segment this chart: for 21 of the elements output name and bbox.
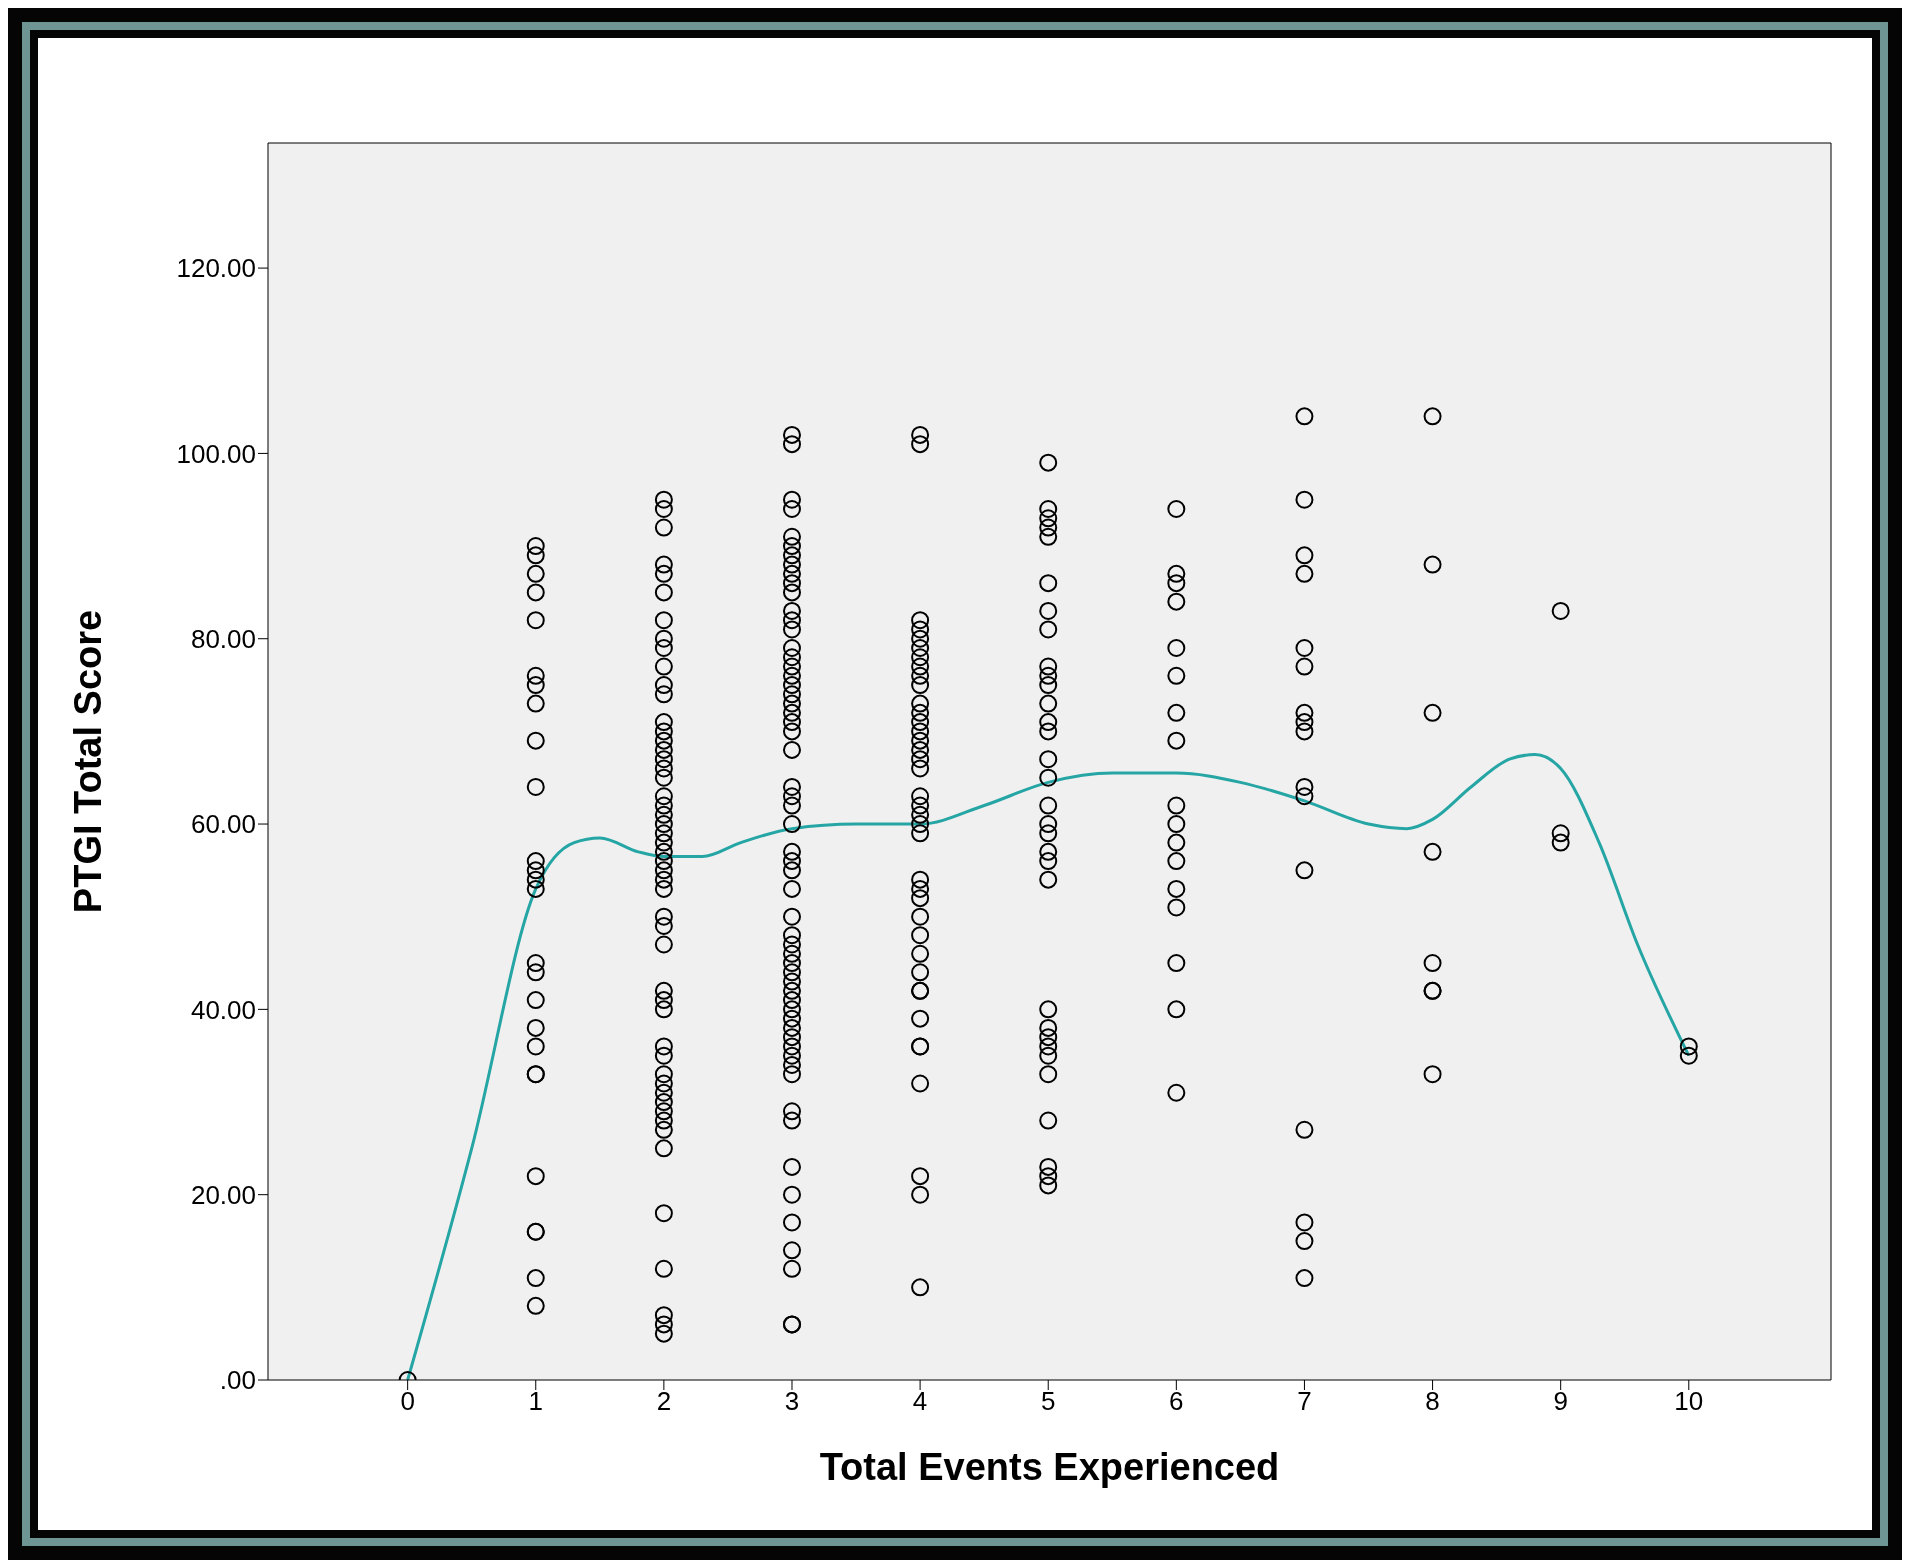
y-axis-title: PTGI Total Score: [67, 609, 110, 914]
x-tick-label: 3: [784, 1386, 800, 1417]
y-tick-label: 40.00: [190, 994, 256, 1025]
x-tick-label: 2: [656, 1386, 672, 1417]
x-tick-label: 6: [1169, 1386, 1184, 1417]
x-tick-label: 7: [1297, 1386, 1312, 1417]
x-tick-label: 10: [1674, 1386, 1704, 1417]
x-tick-label: 4: [912, 1386, 928, 1417]
y-tick-label: 80.00: [190, 623, 256, 654]
frame-border: 0 1 2 3 4 5 6 7 8 9 10 Total Events Experienced .00 20.00 40.00 60.00 80.00 100.00 120.00 PTGI Total Score: [22, 22, 1888, 1546]
x-tick-label: 5: [1040, 1386, 1056, 1417]
y-tick-label: 100.00: [176, 438, 256, 469]
x-tick-label: 8: [1425, 1386, 1440, 1417]
x-tick-label: 9: [1553, 1386, 1568, 1417]
y-tick-label: .00: [219, 1365, 256, 1396]
y-tick-label: 20.00: [190, 1179, 256, 1210]
y-tick-label: 60.00: [190, 809, 256, 840]
y-tick-label: 120.00: [176, 253, 256, 284]
x-axis-title: Total Events Experienced: [819, 1446, 1280, 1488]
x-tick-label: 0: [400, 1386, 415, 1417]
x-tick-label: 1: [528, 1386, 543, 1417]
